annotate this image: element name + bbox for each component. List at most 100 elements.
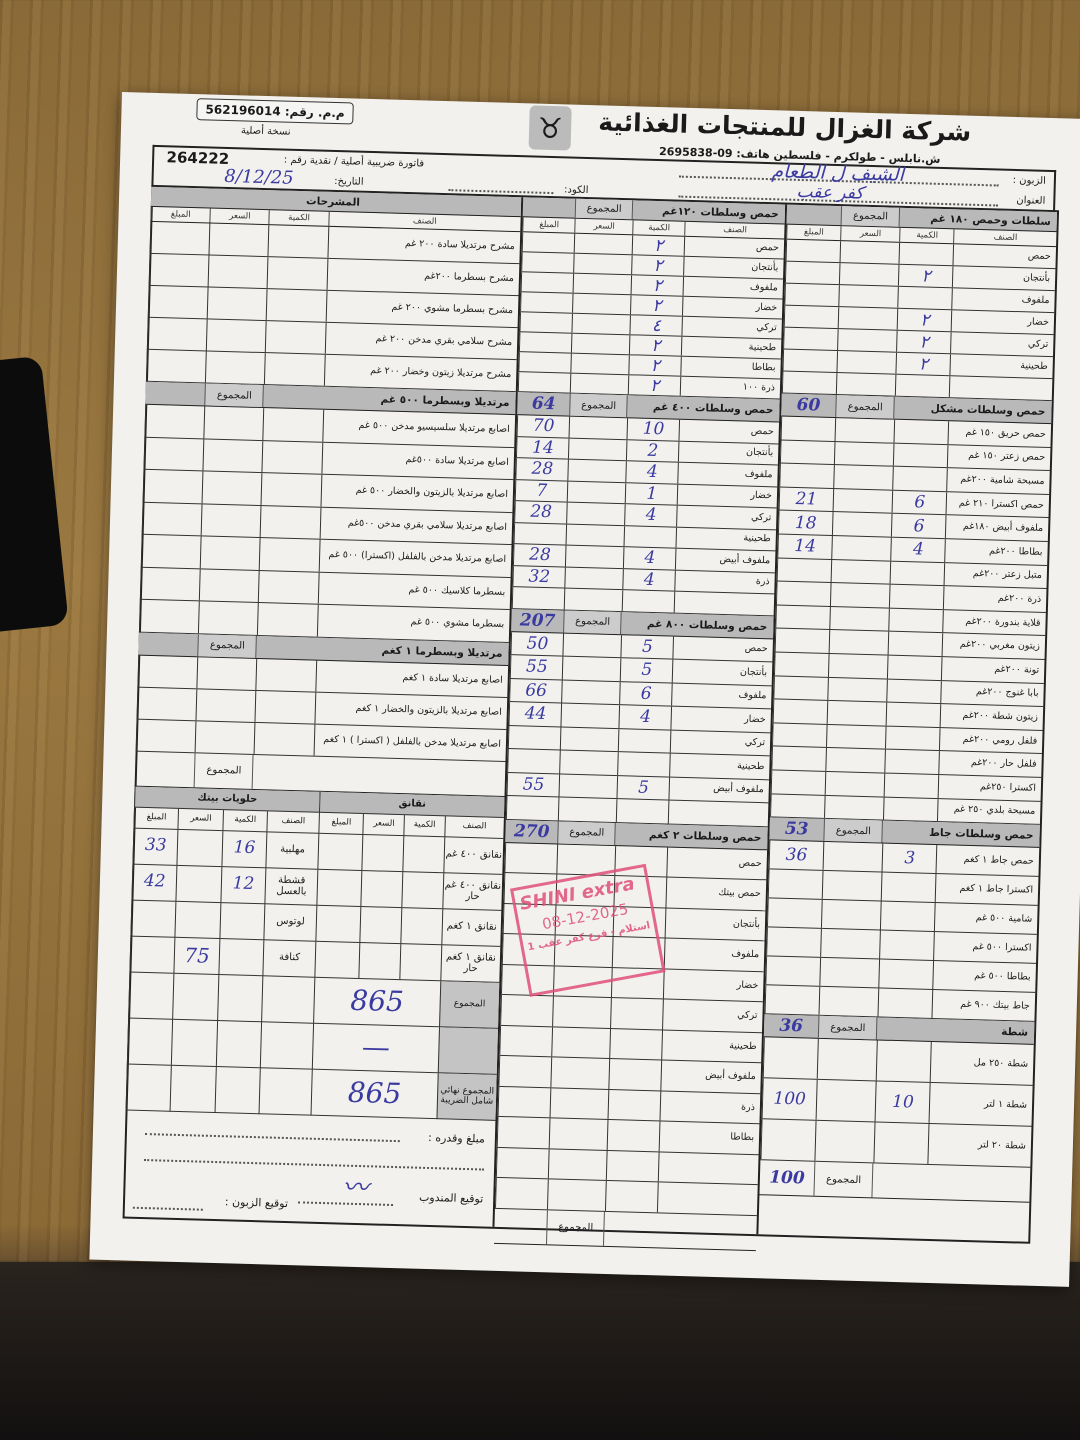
quantity-cell (608, 1058, 662, 1090)
amount-cell: 42 (131, 864, 177, 902)
item-name (674, 591, 775, 615)
quantity-cell: 5 (616, 775, 670, 800)
amount-cell (781, 371, 837, 395)
quantity-cell (605, 1150, 660, 1182)
price-cell (548, 1148, 607, 1180)
amount-cell (140, 534, 201, 568)
amount-cell (136, 687, 197, 720)
item-name: خضار (677, 484, 778, 508)
quantity-cell: ٢ (898, 264, 953, 288)
price-cell (815, 1079, 877, 1122)
left-column: المشرحات الصنف الكمية السعر المبلغ مشرح مرتدي… (122, 186, 524, 1227)
right-column: سلطات وحمص ١٨٠ غم المجموع الصنف الكمية السعر… (756, 204, 1058, 1242)
amount-cell (770, 770, 826, 795)
item-name: خضار (663, 968, 764, 1002)
amount-cell (499, 1025, 553, 1057)
amount-cell: 18 (777, 510, 833, 535)
item-name: اكسترا ٥٠٠ غم (933, 932, 1037, 963)
quantity-cell: ٢ (897, 308, 952, 332)
signature-line-2 (132, 1206, 203, 1211)
amount-cell (507, 725, 561, 750)
quantity-cell (887, 631, 943, 657)
item-name: حمص (952, 244, 1057, 269)
amount-cell (145, 349, 207, 383)
quantity-cell (218, 938, 264, 976)
amount-cell (766, 898, 822, 928)
price-cell (564, 588, 623, 611)
quantity-cell (254, 690, 315, 724)
empty-cell (215, 1020, 262, 1068)
total-label: المجموع (840, 206, 901, 227)
price-cell (206, 319, 267, 353)
total-label: المجموع (569, 393, 628, 418)
grand-total-value: 865 (313, 977, 441, 1027)
item-name: طحينية (661, 1029, 762, 1063)
previous-section-total (146, 393, 205, 395)
price-cell (567, 459, 626, 482)
amount-cell (762, 1037, 818, 1079)
price-cell (573, 273, 632, 295)
price-cell (838, 285, 899, 308)
section-total-row: المجموع (493, 1208, 757, 1251)
item-name: تركي (681, 316, 782, 339)
quantity-cell (607, 1089, 661, 1121)
quantity-cell: 5 (620, 634, 674, 659)
quantity-cell: 6 (619, 681, 673, 706)
price-cell (568, 438, 627, 461)
price-cell: 75 (173, 937, 220, 975)
amount-cell: 70 (516, 415, 570, 438)
amount-cell: 28 (515, 458, 569, 481)
item-name: بأنتجان (952, 266, 1056, 291)
price-cell (359, 906, 402, 944)
item-name: اصابع مرتديلا سادة ٥٠٠غم (321, 442, 515, 480)
amount-cell: 50 (510, 631, 564, 656)
quantity-cell: ٢ (896, 330, 952, 354)
section-title: شطة (1001, 1026, 1029, 1039)
quantity-cell (893, 419, 949, 444)
amount-cell (144, 404, 205, 438)
price-cell (561, 680, 620, 705)
item-name (949, 376, 1053, 401)
item-name: ملفوف (671, 683, 772, 709)
amount-cell (776, 558, 832, 583)
amount-cell (780, 416, 836, 441)
item-name: تونة ٢٠٠غم (941, 657, 1045, 683)
item-name: بأنتجان (683, 256, 784, 279)
empty-cell (170, 1065, 216, 1113)
amount-cell (135, 719, 196, 752)
item-name: ذرة (674, 570, 775, 594)
quantity-cell (876, 1040, 932, 1083)
empty-cell (125, 1064, 172, 1112)
date-label: التاريخ: (334, 175, 364, 188)
amount-cell (779, 463, 834, 488)
amount-cell (783, 327, 838, 351)
item-name: ملفوف أبيض (668, 777, 770, 803)
price-cell (824, 795, 885, 820)
price-cell (826, 701, 887, 726)
amount-cell: 100 (761, 1078, 817, 1120)
price-cell (572, 293, 631, 315)
quantity-cell (877, 988, 933, 1019)
empty-cell (261, 975, 315, 1024)
invoice-grid: سلطات وحمص ١٨٠ غم المجموع الصنف الكمية السعر… (122, 184, 1060, 1251)
total-label: المجموع (817, 1015, 878, 1040)
column-header-item: الصنف (953, 229, 1057, 247)
item-name: بسطرما كلاسيك ٥٠٠ غم (317, 572, 511, 610)
item-name: بأنتجان (672, 659, 773, 685)
item-name: نقانق ١ كغم (441, 908, 502, 947)
item-name: بأنتجان (665, 908, 766, 941)
price-cell (837, 329, 898, 352)
price-cell (206, 287, 267, 321)
item-name: شطة ١ لتر (928, 1083, 1033, 1126)
amount-cell: 66 (509, 678, 563, 703)
quantity-cell (897, 286, 953, 310)
column-header-qty: الكمية (899, 227, 954, 244)
item-name: بطاطا ٢٠٠غم (944, 539, 1048, 565)
quantity-cell: ٢ (631, 255, 685, 276)
quantity-cell (884, 749, 940, 774)
price-cell (565, 524, 625, 547)
quantity-cell (219, 902, 265, 940)
amount-cell (137, 655, 198, 688)
quantity-cell (888, 608, 944, 633)
quantity-cell: 5 (619, 658, 673, 683)
